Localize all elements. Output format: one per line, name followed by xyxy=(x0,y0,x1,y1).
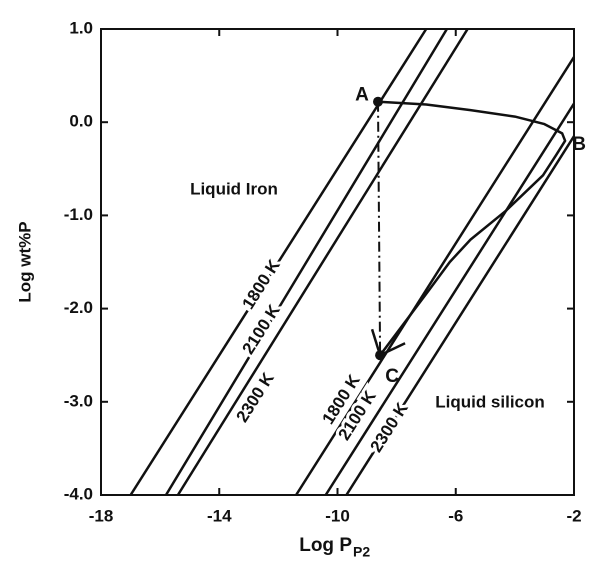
isotherm-line xyxy=(129,29,428,495)
isotherm-line xyxy=(295,56,574,495)
point xyxy=(373,96,384,107)
x-tick-label: -2 xyxy=(566,506,581,525)
y-tick-label: 1.0 xyxy=(69,18,93,37)
region-label: Liquid silicon xyxy=(435,392,545,411)
x-tick-label: -6 xyxy=(448,506,463,525)
isotherm-line xyxy=(324,102,574,495)
point-label: C xyxy=(385,366,399,387)
reaction-path xyxy=(377,100,567,356)
isotherm-line xyxy=(345,135,574,495)
x-axis-label-subscript: P2 xyxy=(353,544,370,560)
y-tick-label: -3.0 xyxy=(64,391,93,410)
isotherm-label: 2100 K xyxy=(238,301,284,358)
y-tick-label: -2.0 xyxy=(64,298,93,317)
isotherm-line xyxy=(164,29,448,495)
y-axis-label: Log wt%P xyxy=(15,221,34,302)
arrowhead xyxy=(379,342,406,357)
point-label: A xyxy=(355,85,369,106)
region-label: Liquid Iron xyxy=(190,179,278,198)
x-axis-label: Log P xyxy=(299,535,352,556)
isotherm-line xyxy=(176,29,469,495)
x-tick-label: -18 xyxy=(89,506,114,525)
isotherm-label: 1800 K xyxy=(238,256,284,313)
plot-frame xyxy=(100,28,575,496)
y-tick-label: -4.0 xyxy=(64,484,93,503)
point-label: B xyxy=(572,134,586,155)
x-tick-label: -14 xyxy=(207,506,232,525)
y-tick-label: 0.0 xyxy=(69,112,93,131)
dashdot-line xyxy=(377,101,382,356)
x-tick-label: -10 xyxy=(325,506,350,525)
arrowhead xyxy=(370,328,382,356)
y-tick-label: -1.0 xyxy=(64,205,93,224)
